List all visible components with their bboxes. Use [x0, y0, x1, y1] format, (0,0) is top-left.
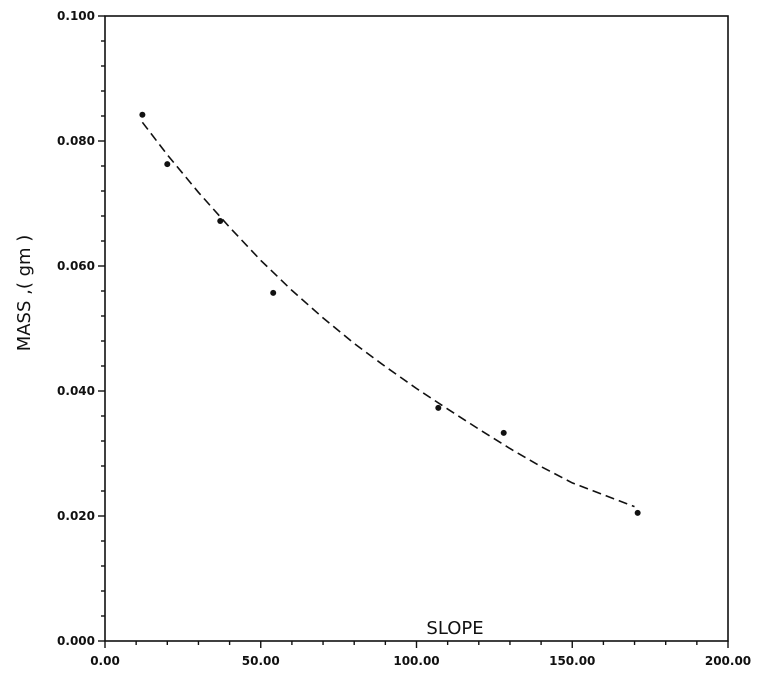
data-point — [217, 218, 224, 224]
data-points-group — [139, 111, 641, 516]
x-tick-label: 150.00 — [549, 654, 595, 668]
fit-curve — [141, 121, 635, 508]
y-tick-label: 0.100 — [57, 9, 95, 23]
plot-border — [104, 15, 729, 642]
y-axis-label: MASS ,( gm ) — [14, 235, 35, 352]
data-point — [164, 161, 171, 168]
y-tick-label: 0.080 — [57, 134, 95, 148]
x-axis-ticks: 0.00 50.00 100.00 150.00 200.00 — [90, 641, 751, 668]
x-tick-label: 200.00 — [705, 654, 751, 668]
data-point — [500, 429, 507, 436]
x-tick-label: 50.00 — [242, 654, 280, 668]
y-axis-ticks: 0.000 0.020 0.040 0.060 0.080 0.100 — [57, 9, 105, 648]
fit-curve-group — [141, 121, 635, 508]
x-tick-label: 0.00 — [90, 654, 120, 668]
data-point — [270, 289, 277, 296]
data-point — [634, 509, 641, 516]
y-tick-label: 0.020 — [57, 509, 95, 523]
y-tick-label: 0.000 — [57, 634, 95, 648]
plot-frame — [104, 15, 729, 642]
y-tick-label: 0.060 — [57, 259, 95, 273]
data-point — [435, 404, 442, 411]
y-tick-label: 0.040 — [57, 384, 95, 398]
x-axis-label: SLOPE — [426, 618, 483, 639]
x-tick-label: 100.00 — [393, 654, 439, 668]
data-point — [139, 111, 146, 118]
